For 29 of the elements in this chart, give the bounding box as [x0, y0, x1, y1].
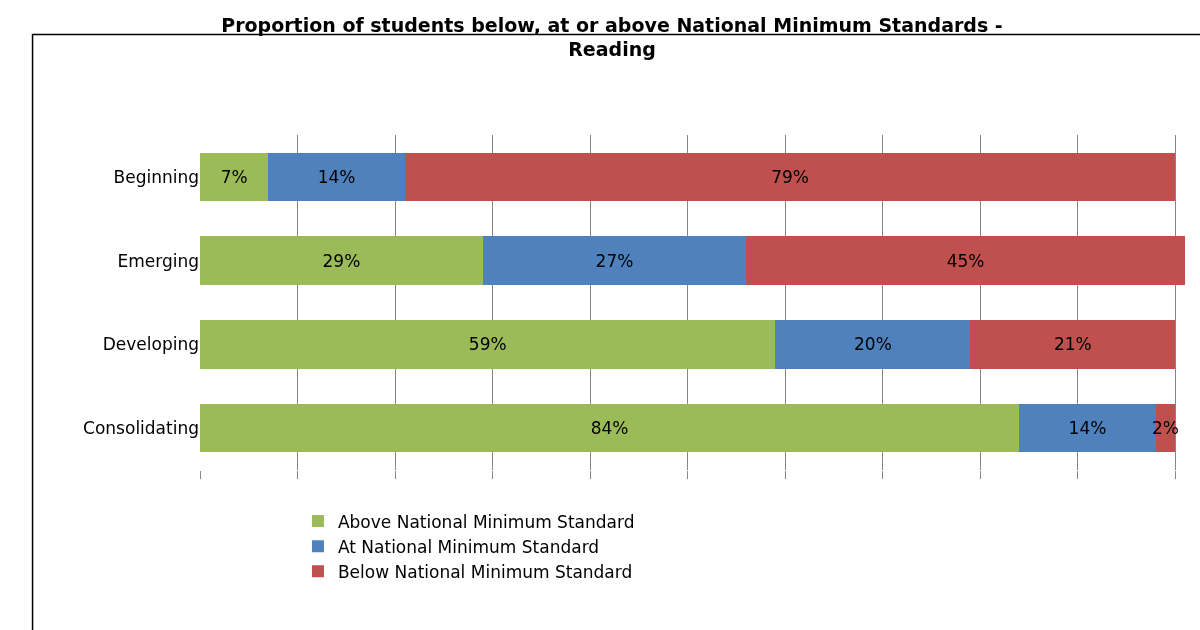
bar [775, 320, 971, 369]
data-label: 14% [317, 166, 356, 187]
bar [200, 152, 269, 202]
data-label: 14% [1068, 418, 1107, 439]
legend-label: Above National Minimum Standard [337, 511, 635, 532]
data-label: 20% [854, 334, 892, 355]
data-label: 29% [322, 250, 361, 271]
bar [482, 236, 747, 285]
y-tick-label: Developing [102, 334, 199, 355]
data-label: 79% [771, 166, 809, 187]
bar [200, 236, 483, 285]
bar [200, 320, 776, 369]
y-tick-label: Beginning [113, 166, 199, 187]
legend-label: Below National Minimum Standard [337, 561, 633, 582]
bar [200, 403, 1020, 453]
data-label: 84% [590, 418, 629, 439]
data-label: 27% [595, 250, 634, 271]
data-label: 7% [220, 166, 248, 187]
legend-label: At National Minimum Standard [337, 536, 600, 557]
data-label: 21% [1053, 334, 1092, 355]
data-label: 59% [468, 334, 507, 355]
bar [970, 320, 1176, 369]
y-tick-label: Emerging [117, 250, 199, 271]
chart-title: Proportion of students below, at or above National Minimum Standards - Reading [221, 13, 1003, 61]
bar [404, 152, 1176, 202]
y-tick-label: Consolidating [83, 418, 199, 439]
bar [746, 236, 1185, 285]
bar [268, 152, 405, 202]
data-label: 45% [946, 250, 985, 271]
